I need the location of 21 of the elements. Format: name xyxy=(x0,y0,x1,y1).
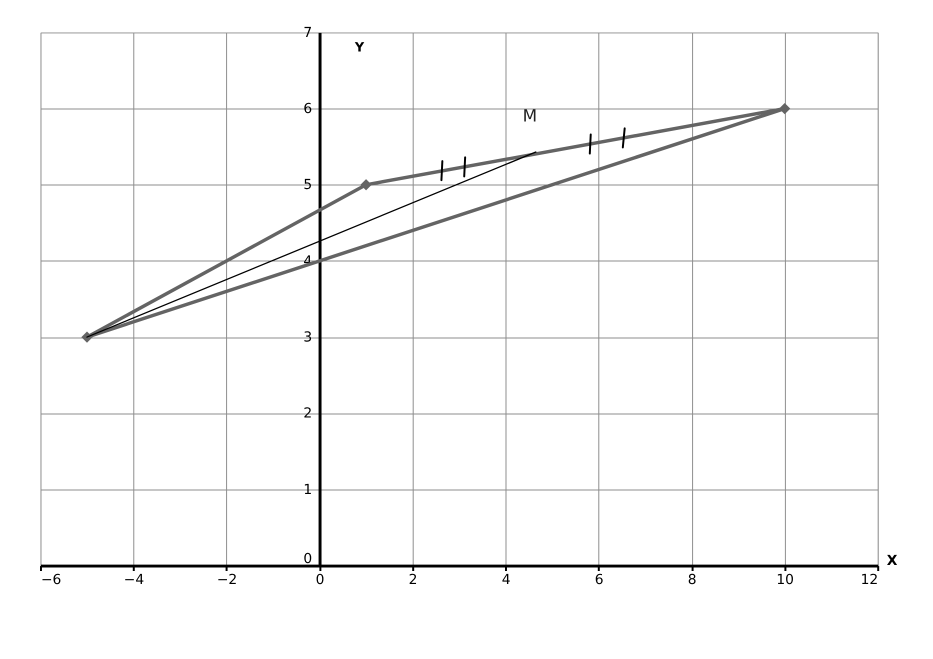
y-tick-label: 3 xyxy=(303,330,312,346)
x-tick-label: 6 xyxy=(594,572,604,588)
x-tick-label: 12 xyxy=(860,572,878,588)
y-tick-label: 7 xyxy=(303,24,312,41)
x-tick-label: −4 xyxy=(124,572,144,588)
annotation: M xyxy=(522,105,538,126)
y-tick-label: 1 xyxy=(303,482,312,498)
y-tick-label: 2 xyxy=(303,406,312,422)
x-tick-label: 8 xyxy=(688,572,697,588)
x-tick-label: −2 xyxy=(216,572,238,588)
y-axis-title: Y xyxy=(354,40,365,56)
y-tick-label: 5 xyxy=(303,177,312,194)
x-tick-label: 2 xyxy=(408,572,418,588)
x-tick-label: 4 xyxy=(502,572,511,588)
y-tick-label: 0 xyxy=(303,551,312,568)
y-tick-label: 6 xyxy=(303,101,312,118)
x-tick-label: 10 xyxy=(776,572,794,588)
x-tick-label: −6 xyxy=(40,572,62,588)
x-tick-label: 0 xyxy=(316,572,324,588)
x-axis-title: X xyxy=(886,553,898,570)
point xyxy=(360,179,372,190)
